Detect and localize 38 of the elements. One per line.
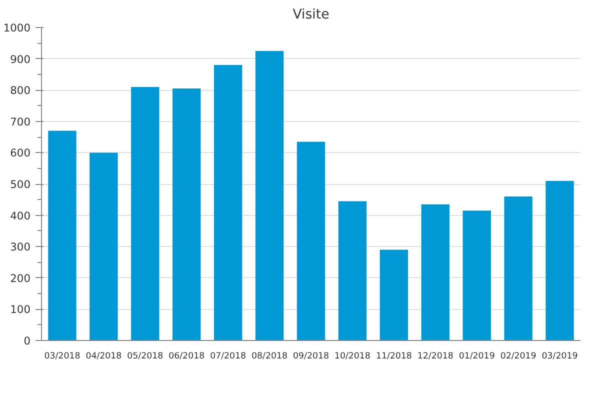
x-tick-label: 03/2019 bbox=[542, 352, 578, 362]
x-tick-label: 02/2019 bbox=[500, 352, 536, 362]
x-tick-label: 07/2018 bbox=[210, 352, 246, 362]
x-tick-label: 04/2018 bbox=[86, 352, 122, 362]
bar bbox=[214, 65, 242, 340]
x-tick-label: 05/2018 bbox=[127, 352, 164, 362]
bar bbox=[296, 142, 326, 340]
chart-title: Visite bbox=[292, 8, 330, 22]
y-tick-label: 700 bbox=[10, 115, 31, 128]
bar bbox=[172, 88, 201, 340]
y-tick-label: 200 bbox=[10, 272, 31, 285]
y-tick-label: 300 bbox=[10, 240, 31, 254]
x-tick-label: 03/2018 bbox=[44, 352, 80, 362]
bar bbox=[90, 152, 118, 340]
y-tick-label: 600 bbox=[10, 146, 31, 160]
x-tick-label: 08/2018 bbox=[252, 352, 288, 362]
bar bbox=[255, 50, 284, 340]
x-tick-label: 10/2018 bbox=[334, 352, 370, 362]
bar bbox=[462, 210, 491, 340]
bar bbox=[421, 204, 450, 340]
x-tick-label: 06/2018 bbox=[168, 352, 205, 362]
x-tick-label: 01/2019 bbox=[458, 352, 495, 362]
bar bbox=[380, 250, 408, 340]
bar bbox=[131, 86, 160, 340]
y-tick-label: 100 bbox=[10, 303, 31, 316]
y-tick-label: 500 bbox=[10, 178, 31, 191]
y-tick-label: 1000 bbox=[3, 22, 31, 34]
y-tick-label: 800 bbox=[10, 84, 31, 98]
x-tick-label: 12/2018 bbox=[417, 352, 454, 362]
x-tick-label: 09/2018 bbox=[293, 352, 329, 362]
bar bbox=[48, 130, 76, 340]
bar bbox=[338, 201, 367, 340]
bar bbox=[546, 180, 574, 340]
y-tick-label: 900 bbox=[10, 52, 31, 66]
y-tick-label: 400 bbox=[10, 209, 31, 222]
y-tick-label: 0 bbox=[24, 334, 31, 348]
bar bbox=[504, 196, 532, 340]
x-tick-label: 11/2018 bbox=[376, 352, 412, 362]
